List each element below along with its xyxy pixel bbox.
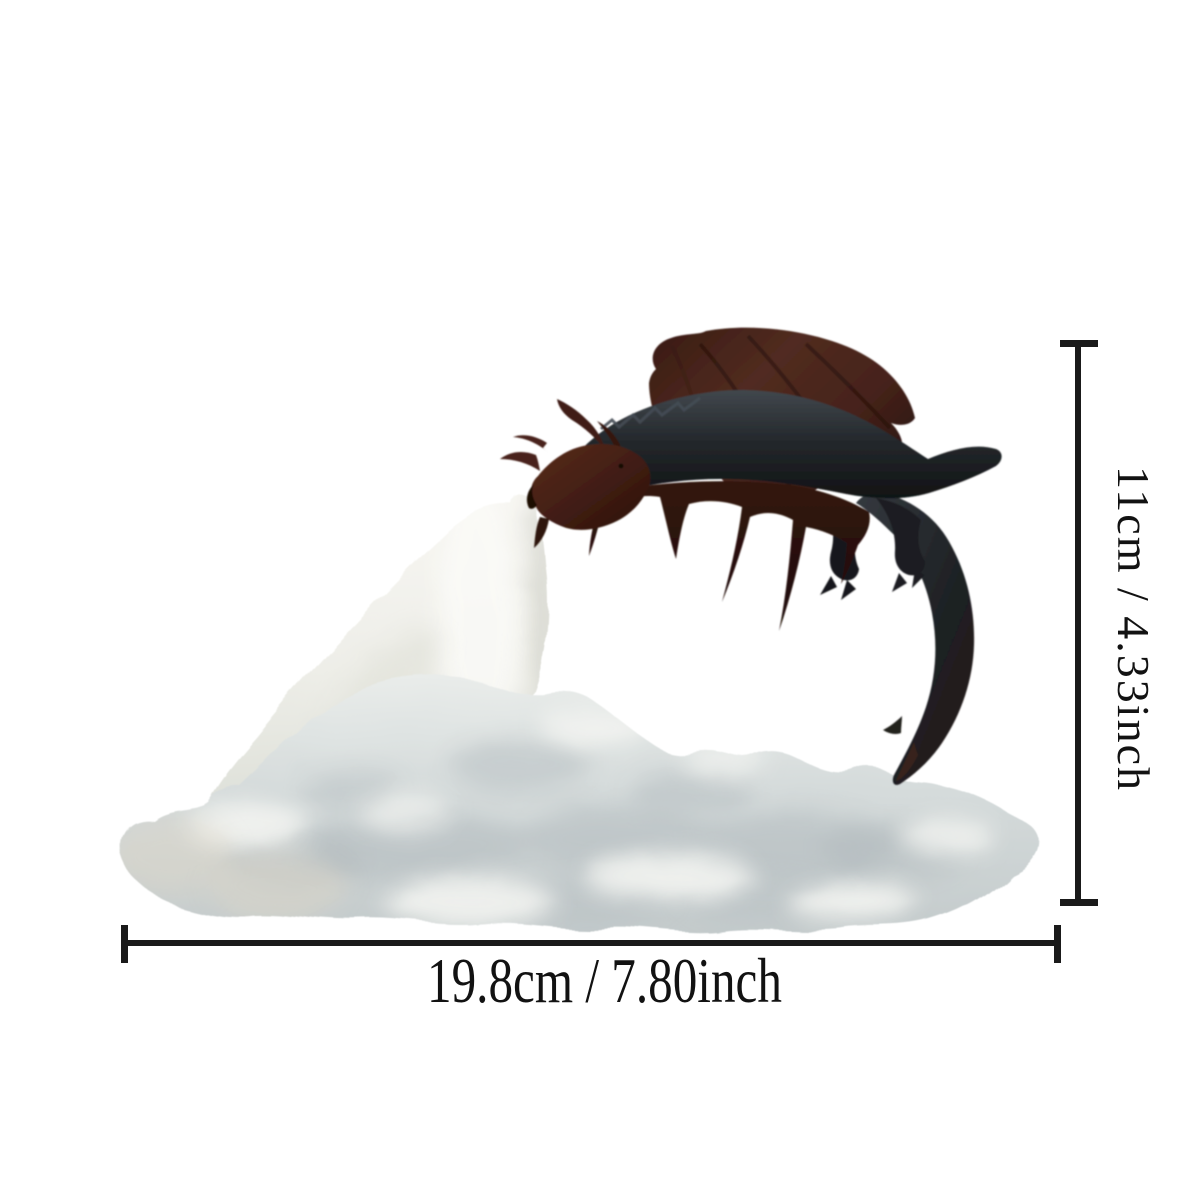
dragon-head <box>500 399 651 548</box>
dragon-spine-ridge <box>600 396 701 431</box>
height-dimension-line <box>1075 344 1081 906</box>
lamp-base-group <box>120 497 1039 933</box>
dragon-tail <box>856 492 975 785</box>
dragon-eye <box>618 463 624 469</box>
dragon-body <box>559 390 1002 499</box>
cloud-shading <box>120 708 994 928</box>
height-dimension-label: 11cm / 4.33inch <box>1108 466 1159 792</box>
width-dimension-label-text: 19.8cm / 7.80inch <box>427 946 782 1016</box>
dragon-figure <box>500 327 1002 785</box>
width-dimension-cap-left <box>121 925 128 963</box>
width-dimension-cap-right <box>1054 925 1061 963</box>
width-dimension-label: 19.8cm / 7.80inch <box>137 950 1072 1013</box>
dragon-near-wing <box>589 481 870 631</box>
height-dimension-cap-top <box>1060 340 1098 347</box>
width-dimension-line <box>123 940 1061 946</box>
dragon-tail-barb <box>883 716 902 734</box>
height-dimension-cap-bottom <box>1060 899 1098 906</box>
dragon-tail-tip <box>896 742 918 781</box>
